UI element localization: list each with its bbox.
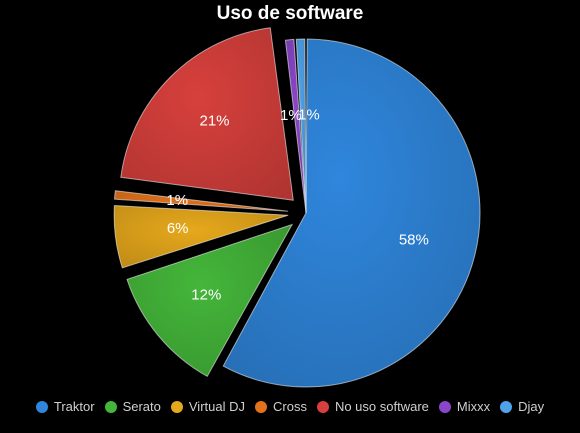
legend-item-djay: Djay <box>500 399 544 414</box>
data-label-no-uso-software: 21% <box>200 112 230 129</box>
pie-slice-mixxx <box>284 38 307 214</box>
legend-label: No uso software <box>334 399 429 414</box>
legend-swatch-icon <box>316 400 329 413</box>
legend-item-no-uso-software: No uso software <box>316 399 429 414</box>
legend-swatch-icon <box>104 400 117 413</box>
legend-swatch-icon <box>170 400 183 413</box>
legend-item-mixxx: Mixxx <box>438 399 491 414</box>
legend-label: Cross <box>273 399 307 414</box>
legend-swatch-icon <box>500 400 513 413</box>
legend-item-virtual-dj: Virtual DJ <box>170 399 245 414</box>
legend-swatch-icon <box>35 400 48 413</box>
data-label-virtual-dj: 6% <box>167 220 189 237</box>
data-label-mixxx: 1% <box>280 107 302 124</box>
legend-label: Traktor <box>53 399 95 414</box>
chart-title: Uso de software <box>216 3 364 24</box>
chart-legend: Traktor Serato Virtual DJ Cross No uso softw… <box>0 399 580 414</box>
pie-slice-serato <box>126 223 294 378</box>
legend-item-cross: Cross <box>255 399 307 414</box>
pie-slice-traktor <box>222 38 481 388</box>
legend-swatch-icon <box>255 400 267 413</box>
legend-label: Mixxx <box>456 399 491 414</box>
pie-slice-no-uso-software <box>120 27 294 201</box>
pie-slice-djay <box>295 38 307 214</box>
data-label-serato: 12% <box>191 286 221 303</box>
legend-label: Virtual DJ <box>188 399 245 414</box>
data-label-djay: 1% <box>298 107 320 124</box>
legend-item-traktor: Traktor <box>35 399 95 414</box>
data-label-cross: 1% <box>166 192 188 209</box>
legend-label: Serato <box>122 399 161 414</box>
legend-label: Djay <box>518 399 545 414</box>
legend-swatch-icon <box>438 400 451 413</box>
legend-item-serato: Serato <box>104 399 161 414</box>
pie-slice-virtual-dj <box>113 205 289 269</box>
data-label-traktor: 58% <box>399 232 429 249</box>
pie-slice-cross <box>113 190 289 212</box>
